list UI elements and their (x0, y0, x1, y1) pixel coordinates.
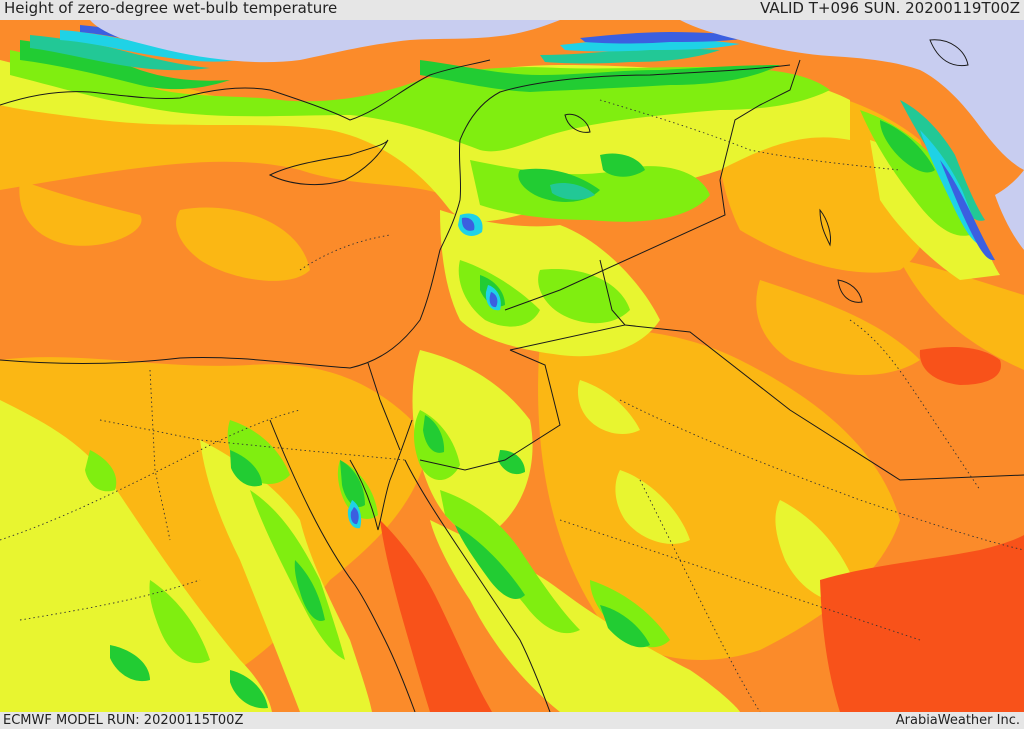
snow-field (90, 20, 1024, 250)
country-borders (367, 59, 1024, 481)
map-title: Height of zero-degree wet-bulb temperatu… (4, 0, 338, 17)
cyprus-coast (268, 139, 389, 185)
map-canvas (0, 20, 1024, 712)
weather-map (0, 20, 1024, 712)
model-run-label: ECMWF MODEL RUN: 20200115T00Z (3, 713, 244, 728)
province-borders (0, 99, 1024, 712)
coastlines (0, 39, 969, 712)
map-footer: ECMWF MODEL RUN: 20200115T00Z ArabiaWeat… (0, 712, 1024, 729)
map-header: Height of zero-degree wet-bulb temperatu… (0, 0, 1024, 20)
red-orange-field (380, 347, 1024, 712)
credit-label: ArabiaWeather Inc. (895, 713, 1020, 728)
valid-time: VALID T+096 SUN. 20200119T00Z (760, 0, 1020, 17)
